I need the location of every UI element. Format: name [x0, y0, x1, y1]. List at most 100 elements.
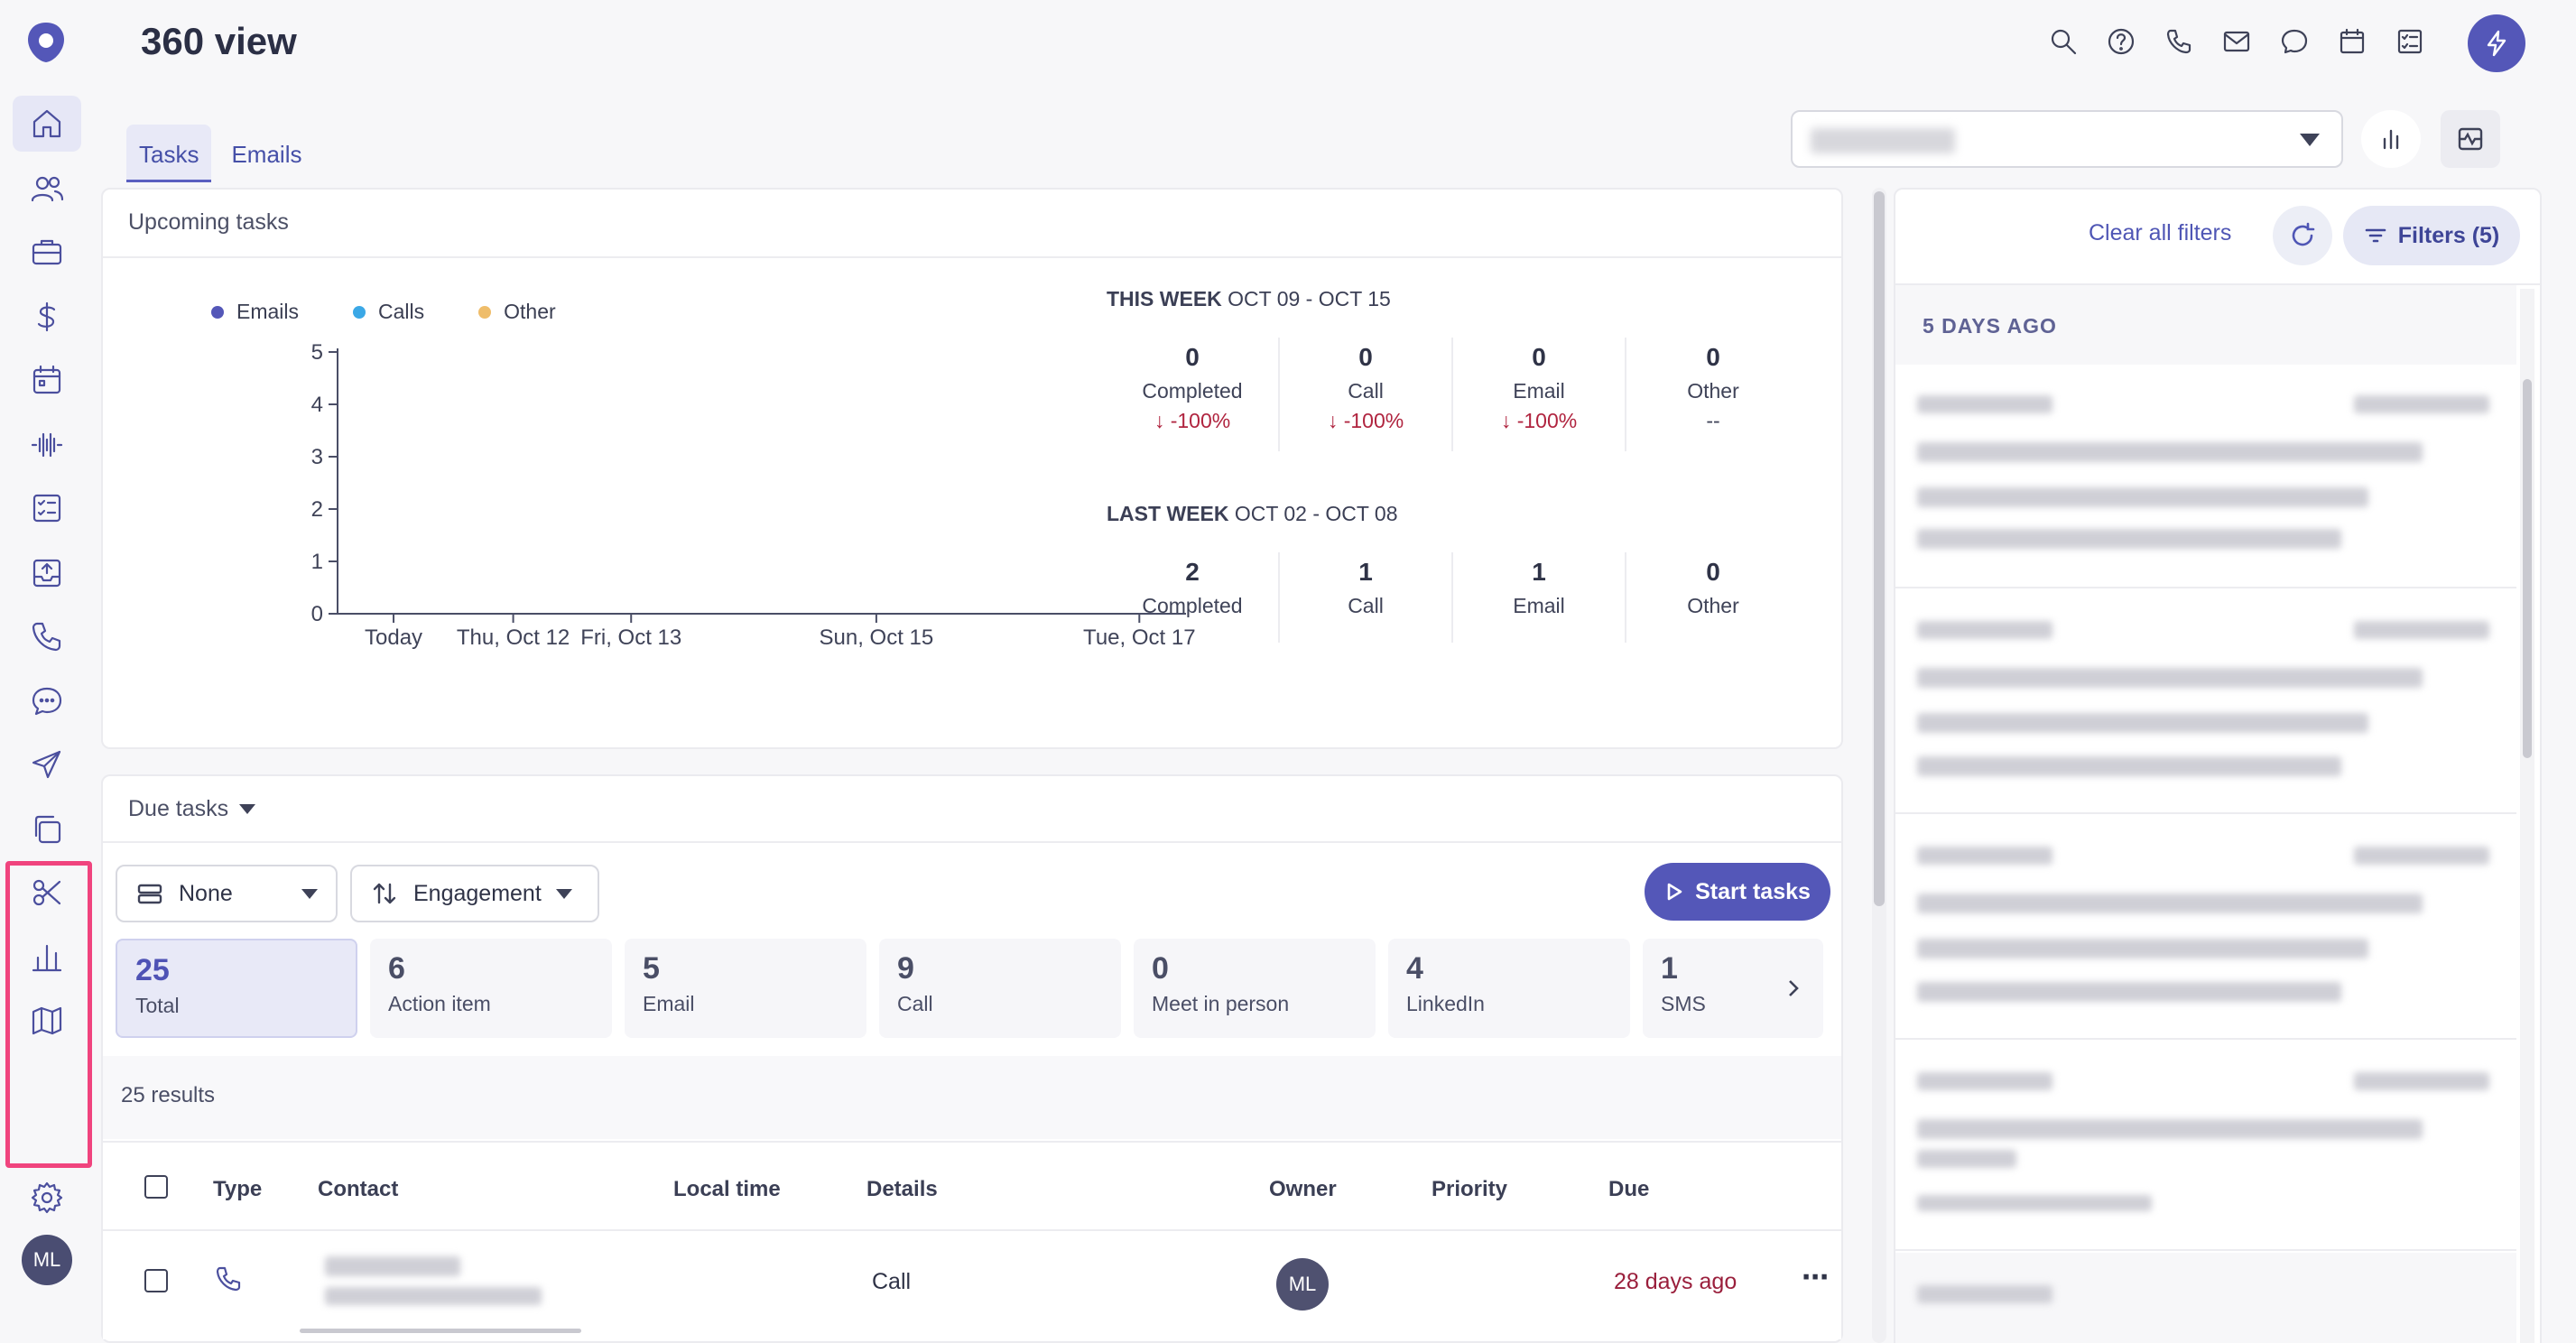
stat-value: 0 — [1532, 343, 1546, 371]
task-type-counts: 25 Total 6 Action item 5 Email 9 Call 0 … — [116, 939, 1823, 1038]
nav-chat-icon[interactable] — [13, 673, 81, 729]
count-card-action-item[interactable]: 6 Action item — [370, 939, 612, 1038]
count-label: LinkedIn — [1406, 992, 1485, 1015]
count-card-meet-in-person[interactable]: 0 Meet in person — [1134, 939, 1376, 1038]
highlight-annotation — [5, 861, 92, 1168]
table-row[interactable]: Call ML 28 days ago ⋯ — [103, 1231, 1841, 1339]
feed-item[interactable] — [1895, 590, 2516, 814]
top-toolbar — [2045, 23, 2428, 60]
nav-scissors-icon[interactable] — [13, 865, 81, 921]
count-card-total[interactable]: 25 Total — [116, 939, 357, 1038]
more-options-icon[interactable]: ⋯ — [1802, 1263, 1829, 1292]
redacted-text — [1917, 668, 2423, 688]
due-tasks-dropdown[interactable]: Due tasks — [128, 796, 256, 822]
help-icon[interactable] — [2103, 23, 2139, 60]
activity-view-button[interactable] — [2441, 110, 2500, 168]
legend-dot — [478, 305, 492, 319]
count-card-email[interactable]: 5 Email — [625, 939, 866, 1038]
feed-item[interactable] — [1895, 816, 2516, 1040]
feed-item[interactable] — [1895, 1042, 2516, 1251]
nav-copy-icon[interactable] — [13, 801, 81, 857]
scrollbar-thumb[interactable] — [1874, 191, 1885, 906]
col-local-time[interactable]: Local time — [673, 1177, 781, 1201]
user-avatar[interactable]: ML — [22, 1235, 72, 1285]
clear-all-filters-link[interactable]: Clear all filters — [2089, 220, 2232, 245]
nav-briefcase-icon[interactable] — [13, 224, 81, 280]
start-tasks-button[interactable]: Start tasks — [1645, 863, 1830, 921]
nav-people-icon[interactable] — [13, 161, 81, 217]
stat-other: 0 Other -- — [1626, 338, 1800, 451]
tab-emails[interactable]: Emails — [231, 141, 302, 168]
calendar-icon[interactable] — [2334, 23, 2370, 60]
count-card-linkedin[interactable]: 4 LinkedIn — [1388, 939, 1630, 1038]
select-all-checkbox[interactable] — [144, 1175, 168, 1199]
nav-reports-icon[interactable] — [13, 930, 81, 986]
col-contact[interactable]: Contact — [318, 1177, 399, 1201]
horizontal-scrollbar[interactable] — [300, 1329, 581, 1333]
feed-item[interactable] — [1895, 366, 2516, 588]
chat-icon[interactable] — [2276, 23, 2312, 60]
y-tick-label: 3 — [311, 445, 323, 469]
nav-map-icon[interactable] — [13, 993, 81, 1049]
nav-home-icon[interactable] — [13, 96, 81, 152]
sort-by-dropdown[interactable]: Engagement — [350, 865, 599, 922]
col-due[interactable]: Due — [1608, 1177, 1650, 1201]
legend-item-other[interactable]: Other — [478, 300, 556, 324]
phone-icon[interactable] — [2161, 23, 2197, 60]
main-scrollbar[interactable] — [1872, 188, 1886, 1343]
nav-send-icon[interactable] — [13, 736, 81, 792]
feed-group-header-next — [1895, 1253, 2516, 1343]
col-details[interactable]: Details — [866, 1177, 938, 1201]
nav-inbox-upload-icon[interactable] — [13, 545, 81, 601]
col-priority[interactable]: Priority — [1432, 1177, 1508, 1201]
feed-scrollbar[interactable] — [2520, 289, 2534, 1343]
nav-dollar-icon[interactable] — [13, 289, 81, 345]
legend-item-calls[interactable]: Calls — [353, 300, 424, 324]
tasks-icon[interactable] — [2392, 23, 2428, 60]
group-by-dropdown[interactable]: None — [116, 865, 338, 922]
redacted-text — [1917, 442, 2423, 462]
count-label: SMS — [1661, 992, 1706, 1015]
scrollbar-thumb[interactable] — [2523, 379, 2532, 758]
mail-icon[interactable] — [2219, 23, 2255, 60]
col-type[interactable]: Type — [213, 1177, 263, 1201]
stat-change: ↓ -100% — [1453, 409, 1625, 433]
x-tick-label: Today — [365, 625, 422, 650]
upcoming-tasks-card: Upcoming tasks Emails Calls Other 0 1 2 3 4 5… — [101, 188, 1843, 749]
count-value: 1 — [1661, 951, 1678, 986]
redacted-text — [1917, 1285, 2052, 1303]
owner-select[interactable] — [1791, 110, 2343, 168]
search-icon[interactable] — [2045, 23, 2081, 60]
chevron-right-icon[interactable] — [1782, 977, 1805, 1000]
nav-waveform-icon[interactable] — [13, 417, 81, 473]
stat-change-value: -- — [1706, 409, 1720, 432]
row-checkbox[interactable] — [144, 1269, 168, 1292]
nav-calendar-icon[interactable] — [13, 352, 81, 408]
col-owner[interactable]: Owner — [1269, 1177, 1337, 1201]
legend-item-emails[interactable]: Emails — [211, 300, 299, 324]
filters-button[interactable]: Filters (5) — [2343, 206, 2520, 265]
tab-tasks[interactable]: Tasks — [126, 125, 212, 182]
count-value: 25 — [135, 953, 170, 987]
view-tabs: Tasks Emails — [126, 125, 314, 182]
count-card-sms[interactable]: 1 SMS — [1643, 939, 1823, 1038]
nav-tasks-icon[interactable] — [13, 480, 81, 536]
filters-label: Filters (5) — [2397, 222, 2500, 248]
chart-view-button[interactable] — [2361, 110, 2421, 168]
redacted-text — [1917, 939, 2368, 959]
group-icon — [137, 884, 162, 904]
nav-phone-icon[interactable] — [13, 608, 81, 664]
refresh-button[interactable] — [2273, 206, 2332, 265]
stat-completed: 0 Completed ↓ -100% — [1107, 338, 1280, 451]
redacted-text — [1917, 395, 2052, 413]
redacted-link[interactable] — [1917, 1195, 2152, 1211]
stat-change-value: -100% — [1343, 409, 1404, 432]
app-logo-icon[interactable] — [23, 20, 69, 65]
count-card-call[interactable]: 9 Call — [879, 939, 1121, 1038]
settings-gear-icon[interactable] — [13, 1170, 81, 1226]
phone-icon — [213, 1264, 244, 1299]
select-value-redacted — [1811, 128, 1955, 153]
quick-actions-bolt-icon[interactable] — [2468, 14, 2525, 72]
contact-name-redacted[interactable] — [325, 1256, 460, 1276]
stat-value: 0 — [1706, 343, 1720, 371]
